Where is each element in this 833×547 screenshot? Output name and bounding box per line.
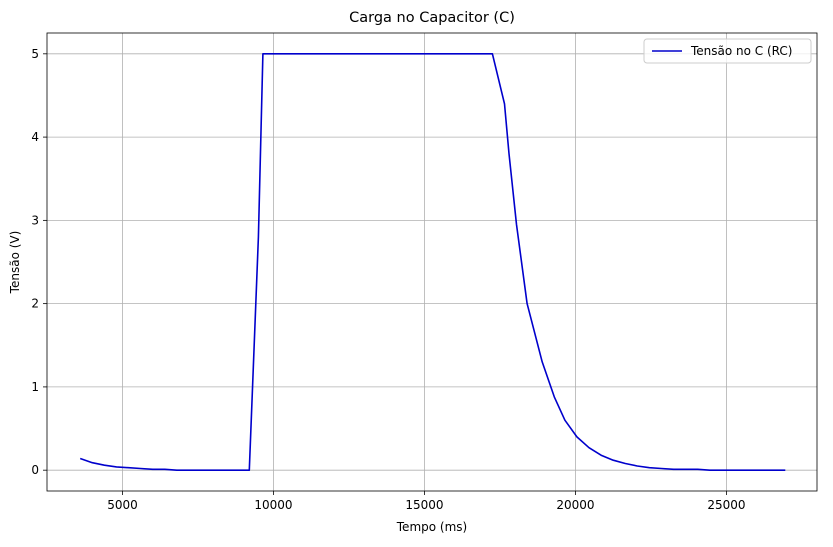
x-tick-label: 15000 <box>405 498 443 512</box>
x-tick-label: 25000 <box>707 498 745 512</box>
grid <box>47 33 817 491</box>
plot-frame <box>46 32 818 492</box>
legend-label: Tensão no C (RC) <box>690 44 792 58</box>
y-tick-label: 0 <box>31 463 39 477</box>
x-tick-label: 10000 <box>254 498 292 512</box>
x-axis-label: Tempo (ms) <box>396 520 467 534</box>
axis-ticks: 5000 10000 15000 20000 25000 0 1 2 3 4 5 <box>31 47 745 512</box>
series-lines <box>79 52 786 472</box>
legend: Tensão no C (RC) <box>643 38 812 64</box>
x-tick-label: 20000 <box>556 498 594 512</box>
y-tick-label: 2 <box>31 297 39 311</box>
y-tick-label: 3 <box>31 213 39 227</box>
x-tick-label: 5000 <box>107 498 138 512</box>
series-line <box>79 52 786 472</box>
y-tick-label: 4 <box>31 130 39 144</box>
chart-title: Carga no Capacitor (C) <box>349 10 515 26</box>
y-axis-label: Tensão (V) <box>8 231 22 295</box>
y-tick-label: 1 <box>31 380 39 394</box>
y-tick-label: 5 <box>31 47 39 61</box>
legend-box <box>643 38 812 64</box>
